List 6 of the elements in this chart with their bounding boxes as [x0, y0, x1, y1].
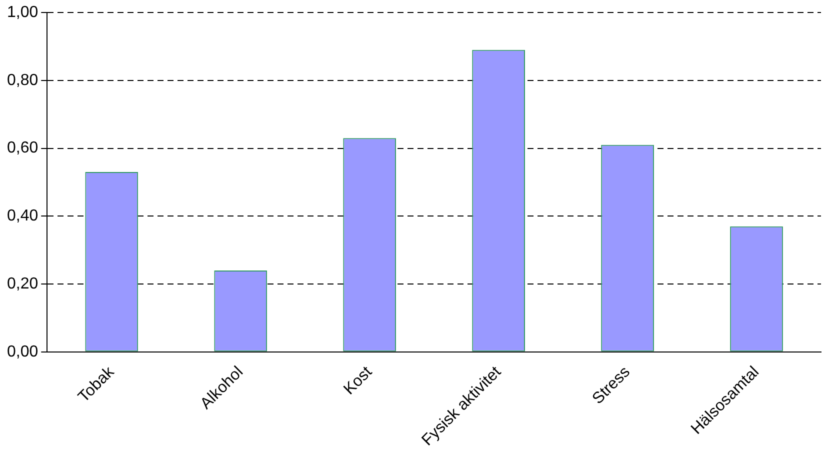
y-tick-label: 0,00	[7, 343, 38, 360]
y-tick-label: 1,00	[7, 4, 38, 22]
y-tick-label: 0,20	[7, 275, 38, 292]
y-tick-label: 0,60	[7, 140, 38, 157]
y-tick-label: 0,80	[7, 72, 38, 89]
y-tick-label: 0,40	[7, 208, 38, 225]
